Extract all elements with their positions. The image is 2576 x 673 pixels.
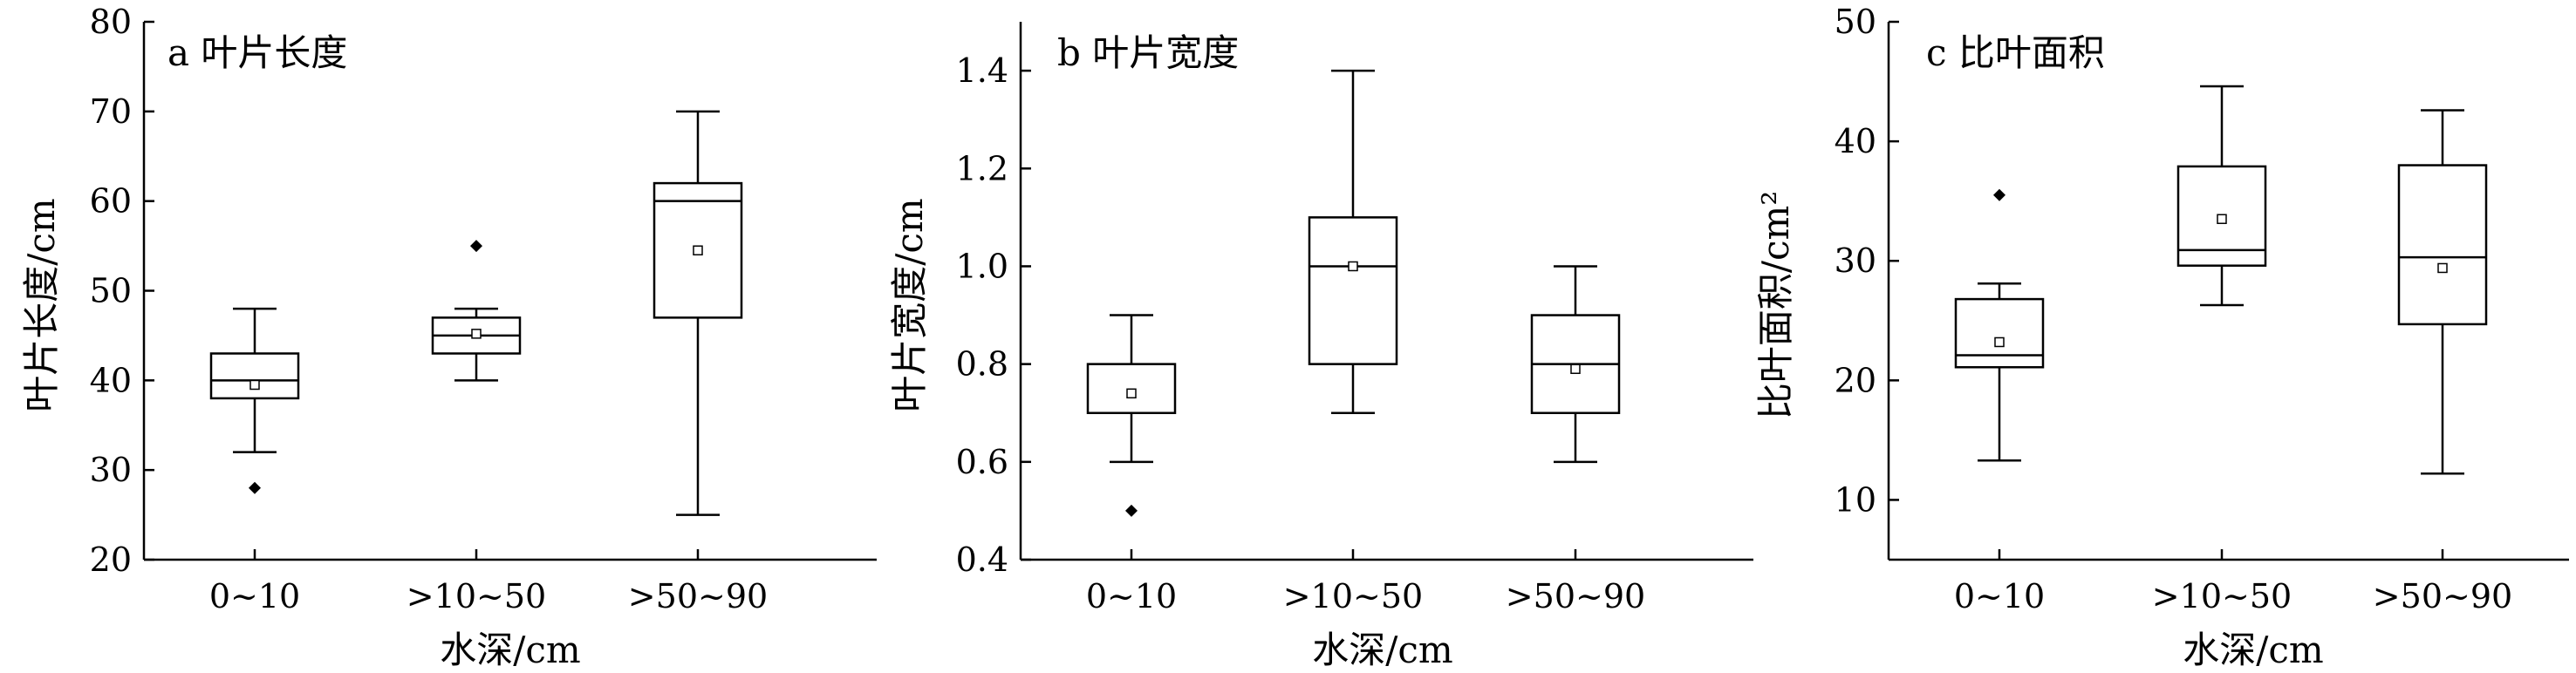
panel-title-b: b 叶片宽度	[1057, 31, 1239, 74]
panel-title-c: c 比叶面积	[1926, 31, 2105, 74]
mean-marker	[2437, 262, 2448, 274]
box-rect	[1308, 216, 1398, 365]
y-axis-title-c: 比叶面积/cm²	[1754, 191, 1797, 419]
outlier-point	[470, 240, 482, 253]
mean-marker	[2217, 214, 2227, 224]
box-rect	[209, 352, 300, 400]
y-tick-label: 50	[90, 272, 132, 310]
outlier-point	[249, 481, 261, 494]
y-tick-label: 60	[90, 182, 132, 221]
y-tick-label: 30	[1835, 241, 1876, 280]
y-tick-label: 1.0	[956, 247, 1008, 285]
panel-a: a 叶片长度 水深/cm 叶片长度/cm 0~10 >10~50 >50~90 …	[20, 3, 877, 671]
box-1	[209, 307, 300, 494]
x-tick-label: >10~50	[1283, 577, 1423, 615]
box-rect	[2397, 164, 2488, 326]
mean-marker	[693, 245, 703, 255]
box-rect	[1954, 297, 2045, 369]
x-tick-label: >10~50	[2152, 577, 2292, 615]
y-tick-label: 0.6	[956, 443, 1008, 481]
x-tick-label: >50~90	[2373, 577, 2512, 615]
y-tick-label: 40	[90, 361, 132, 399]
y-tick-label: 1.4	[956, 51, 1008, 90]
mean-marker	[1126, 388, 1137, 399]
y-tick-label: 0.4	[956, 540, 1008, 579]
x-tick-label: 0~10	[1086, 577, 1177, 615]
y-tick-label: 10	[1835, 480, 1876, 519]
box-1	[1954, 188, 2045, 462]
y-tick-label: 40	[1835, 122, 1876, 160]
mean-marker	[249, 379, 260, 391]
x-axis-title-b: 水深/cm	[1312, 629, 1453, 671]
y-tick-label: 70	[90, 92, 132, 131]
x-tick-label: 0~10	[1954, 577, 2045, 615]
y-axis-title-b: 叶片宽度/cm	[888, 198, 931, 412]
box-3	[2397, 109, 2488, 475]
y-tick-label: 1.2	[956, 149, 1008, 187]
mean-marker	[1570, 364, 1581, 374]
x-tick-label: 0~10	[209, 577, 300, 615]
panel-title-a: a 叶片长度	[167, 31, 347, 74]
y-tick-label: 20	[1835, 361, 1876, 399]
mean-marker	[1994, 336, 2005, 348]
box-2	[2176, 85, 2267, 307]
box-2	[431, 240, 522, 382]
y-axis-title-a: 叶片长度/cm	[20, 198, 63, 412]
outlier-point	[1125, 504, 1138, 517]
box-2	[1308, 69, 1398, 414]
x-axis-title-a: 水深/cm	[440, 629, 581, 671]
box-3	[1530, 265, 1621, 464]
box-1	[1086, 314, 1177, 517]
box-rect	[653, 181, 743, 319]
mean-marker	[1348, 261, 1358, 272]
x-tick-label: >10~50	[407, 577, 546, 615]
y-tick-label: 30	[90, 451, 132, 489]
y-tick-label: 50	[1835, 3, 1876, 41]
outlier-point	[1993, 188, 2005, 201]
x-axis-title-c: 水深/cm	[2183, 629, 2324, 671]
panel-c: c 比叶面积 水深/cm 比叶面积/cm² 0~10 >10~50 >50~90…	[1754, 3, 2569, 671]
panel-b: b 叶片宽度 水深/cm 叶片宽度/cm 0~10 >10~50 >50~90 …	[888, 22, 1753, 671]
box-3	[653, 110, 743, 516]
y-tick-label: 80	[90, 3, 132, 41]
y-tick-label: 0.8	[956, 345, 1008, 384]
mean-marker	[471, 329, 482, 339]
x-tick-label: >50~90	[1506, 577, 1645, 615]
x-tick-label: >50~90	[628, 577, 768, 615]
y-tick-label: 20	[90, 540, 132, 579]
